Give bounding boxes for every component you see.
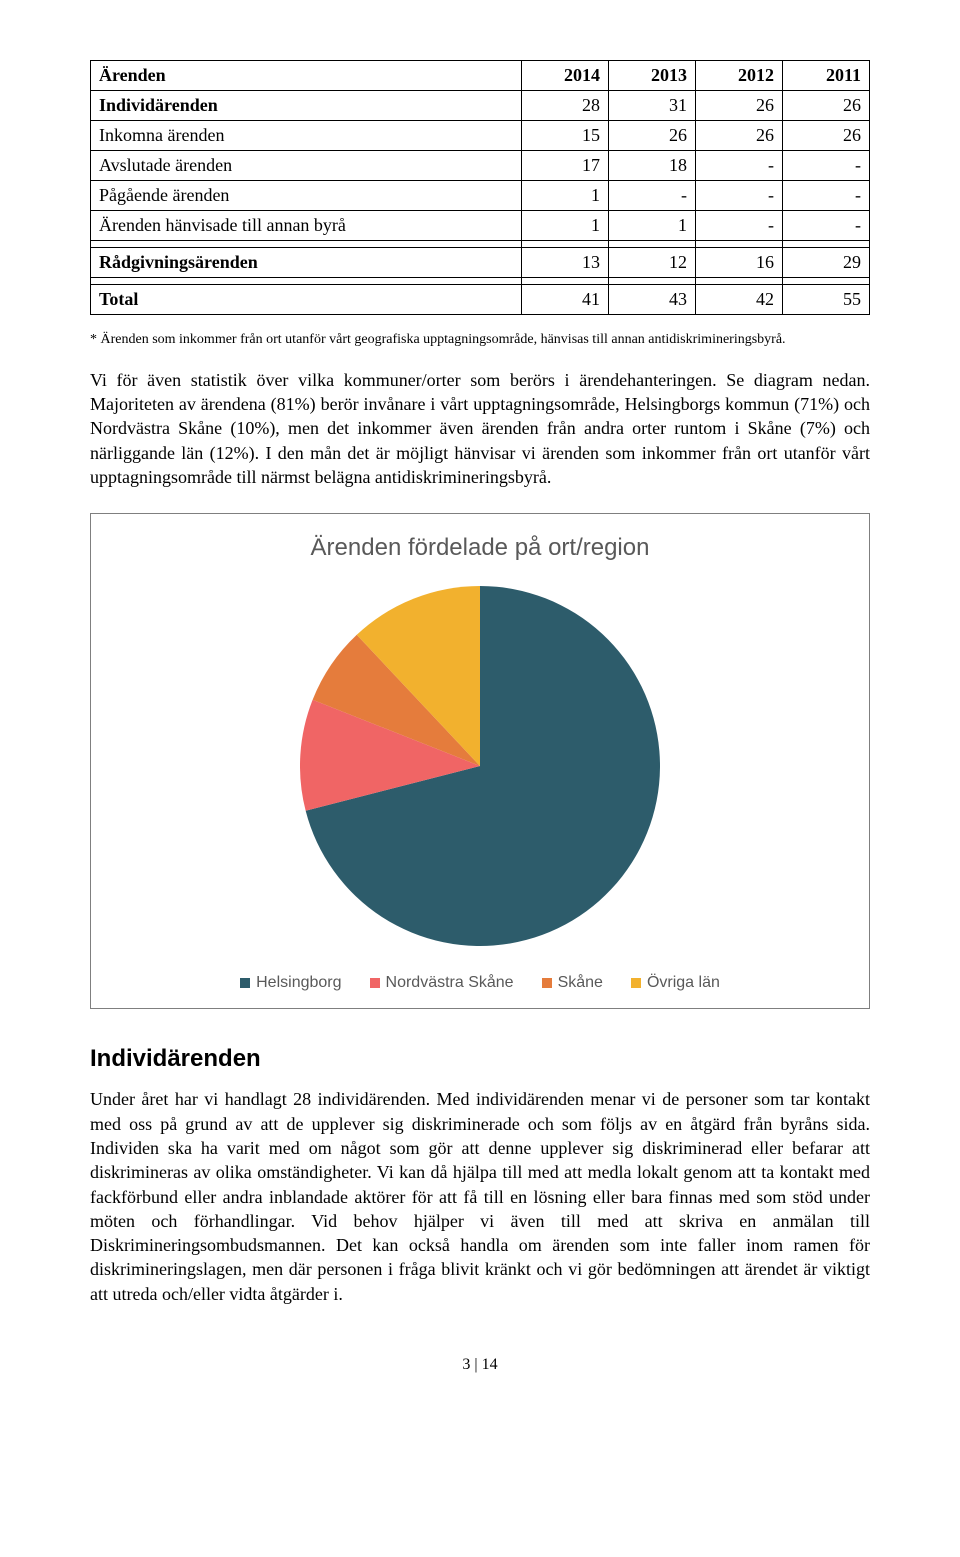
cell: 1: [522, 181, 609, 211]
th-label: Ärenden: [91, 61, 522, 91]
cell: 43: [609, 285, 696, 315]
table-footnote: * Ärenden som inkommer från ort utanför …: [90, 331, 870, 350]
legend-label: Skåne: [558, 974, 603, 992]
row-label: Individärenden: [91, 91, 522, 121]
th-2012: 2012: [696, 61, 783, 91]
table-row: Pågående ärenden1---: [91, 181, 870, 211]
legend-swatch: [542, 978, 552, 988]
cell: 55: [783, 285, 870, 315]
table-row: Total41434255: [91, 285, 870, 315]
cell: 18: [609, 151, 696, 181]
cell: 12: [609, 248, 696, 278]
row-label: Avslutade ärenden: [91, 151, 522, 181]
row-label: Inkomna ärenden: [91, 121, 522, 151]
table-row: Individärenden28312626: [91, 91, 870, 121]
cell: 17: [522, 151, 609, 181]
cell: 26: [609, 121, 696, 151]
cell: -: [783, 181, 870, 211]
cell: 26: [783, 121, 870, 151]
cell: 26: [783, 91, 870, 121]
section-heading: Individärenden: [90, 1045, 870, 1073]
chart-title: Ärenden fördelade på ort/region: [111, 534, 849, 562]
chart-legend: Helsingborg Nordvästra Skåne Skåne Övriga l…: [111, 974, 849, 992]
legend-item: Skåne: [542, 974, 603, 992]
legend-item: Nordvästra Skåne: [370, 974, 514, 992]
cell: 26: [696, 91, 783, 121]
th-2014: 2014: [522, 61, 609, 91]
cell: 13: [522, 248, 609, 278]
legend-item: Helsingborg: [240, 974, 341, 992]
page-number: 3 | 14: [90, 1356, 870, 1374]
cell: 16: [696, 248, 783, 278]
legend-swatch: [631, 978, 641, 988]
legend-label: Övriga län: [647, 974, 720, 992]
cell: -: [783, 151, 870, 181]
row-label: Total: [91, 285, 522, 315]
cell: -: [696, 211, 783, 241]
cell: 28: [522, 91, 609, 121]
cell: 1: [609, 211, 696, 241]
paragraph-1: Vi för även statistik över vilka kommune…: [90, 368, 870, 489]
row-label: Ärenden hänvisade till annan byrå: [91, 211, 522, 241]
cases-table: Ärenden 2014 2013 2012 2011 Individärend…: [90, 60, 870, 315]
legend-label: Helsingborg: [256, 974, 341, 992]
table-row: Ärenden hänvisade till annan byrå11--: [91, 211, 870, 241]
table-row: Inkomna ärenden15262626: [91, 121, 870, 151]
cell: -: [609, 181, 696, 211]
row-label: Rådgivningsärenden: [91, 248, 522, 278]
cell: 1: [522, 211, 609, 241]
cell: 42: [696, 285, 783, 315]
table-row: Rådgivningsärenden13121629: [91, 248, 870, 278]
table-row: Avslutade ärenden1718--: [91, 151, 870, 181]
cell: 26: [696, 121, 783, 151]
cell: 15: [522, 121, 609, 151]
legend-label: Nordvästra Skåne: [386, 974, 514, 992]
th-2011: 2011: [783, 61, 870, 91]
cell: 31: [609, 91, 696, 121]
region-pie-chart: Ärenden fördelade på ort/region Helsingb…: [90, 513, 870, 1009]
cell: 29: [783, 248, 870, 278]
th-2013: 2013: [609, 61, 696, 91]
cell: -: [696, 151, 783, 181]
cell: -: [783, 211, 870, 241]
legend-item: Övriga län: [631, 974, 720, 992]
paragraph-2: Under året har vi handlagt 28 individäre…: [90, 1087, 870, 1306]
cell: -: [696, 181, 783, 211]
legend-swatch: [240, 978, 250, 988]
row-label: Pågående ärenden: [91, 181, 522, 211]
cell: 41: [522, 285, 609, 315]
legend-swatch: [370, 978, 380, 988]
pie-svg: [300, 586, 660, 946]
